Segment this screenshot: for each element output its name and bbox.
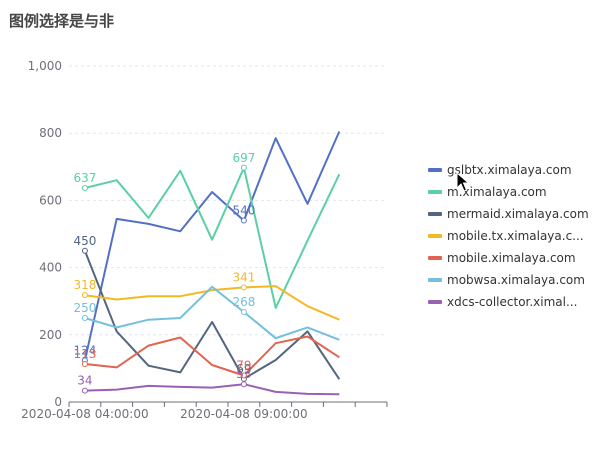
legend-label: gslbtx.ximalaya.com: [447, 163, 572, 177]
data-label: 124: [73, 343, 96, 357]
legend-item-xdcs-collector.ximalaya.com[interactable]: xdcs-collector.ximal...: [428, 295, 577, 309]
legend-swatch: [428, 212, 442, 216]
data-point: [240, 381, 247, 388]
grid-lines: [69, 65, 387, 336]
series-line-gslbtx.ximalaya.com: [83, 131, 341, 361]
legend-label: mermaid.ximalaya.com: [447, 207, 589, 221]
legend-item-mobwsa.ximalaya.com[interactable]: mobwsa.ximalaya.com: [428, 273, 585, 287]
y-tick-label: 800: [39, 126, 62, 140]
data-label: 69: [236, 362, 251, 376]
x-tick-label: 2020-04-08 04:00:00: [21, 407, 148, 421]
data-label: 53: [236, 367, 251, 381]
data-label: 34: [77, 374, 92, 388]
data-point: [81, 184, 88, 191]
series-line-mobile.tx.ximalaya.com: [84, 285, 340, 321]
data-point: [240, 164, 247, 171]
data-point: [81, 315, 88, 321]
data-labels: 124 540 637 697 450 69 318 341 113 79 250 268 34 53: [73, 151, 255, 388]
data-point: [81, 387, 88, 394]
legend-swatch: [428, 190, 442, 194]
data-label: 697: [232, 151, 255, 165]
legend[interactable]: gslbtx.ximalaya.com m.ximalaya.com mermaid…: [428, 163, 589, 309]
legend-label: m.ximalaya.com: [447, 185, 547, 199]
y-tick-label: 600: [39, 193, 62, 207]
y-tick-label: 1,000: [28, 59, 62, 73]
data-point: [81, 247, 88, 254]
x-tick-label: 2020-04-08 09:00:00: [180, 407, 307, 421]
y-axis: 0 200 400 600 800 1,000: [28, 59, 62, 409]
data-label: 318: [73, 278, 96, 292]
data-point: [81, 361, 88, 368]
legend-label: mobile.tx.ximalaya.c...: [447, 229, 584, 243]
data-label: 450: [73, 234, 96, 248]
legend-swatch: [428, 168, 442, 172]
data-label: 637: [73, 171, 96, 185]
legend-swatch: [428, 300, 442, 304]
y-tick-label: 200: [39, 328, 62, 342]
data-point: [240, 284, 247, 291]
legend-swatch: [428, 256, 442, 260]
legend-item-mermaid.ximalaya.com[interactable]: mermaid.ximalaya.com: [428, 207, 589, 221]
x-axis: 2020-04-08 04:00:00 2020-04-08 09:00:00: [21, 401, 388, 421]
data-label: 268: [232, 295, 255, 309]
series-group: [81, 131, 341, 396]
data-label: 341: [232, 270, 255, 284]
legend-item-mobile.ximalaya.com[interactable]: mobile.ximalaya.com: [428, 251, 576, 265]
data-label: 113: [73, 347, 96, 361]
legend-swatch: [428, 278, 442, 282]
y-tick-label: 400: [39, 261, 62, 275]
data-point: [81, 292, 88, 299]
data-point: [240, 308, 247, 315]
legend-label: mobwsa.ximalaya.com: [447, 273, 585, 287]
data-point: [240, 217, 247, 224]
series-line-m.ximalaya.com: [84, 166, 341, 309]
series-line-mobile.ximalaya.com: [84, 335, 340, 377]
legend-item-gslbtx.ximalaya.com[interactable]: gslbtx.ximalaya.com: [428, 163, 572, 177]
mouse-cursor-icon: [456, 172, 470, 192]
legend-item-mobile.tx.ximalaya.com[interactable]: mobile.tx.ximalaya.c...: [428, 229, 584, 243]
data-point: [240, 372, 247, 379]
data-label: 79: [236, 358, 251, 372]
data-label: 250: [73, 301, 96, 315]
series-line-mobwsa.ximalaya.com: [84, 285, 340, 341]
legend-swatch: [428, 234, 442, 238]
legend-item-m.ximalaya.com[interactable]: m.ximalaya.com: [428, 185, 547, 199]
series-line-mermaid.ximalaya.com: [83, 250, 341, 380]
legend-label: mobile.ximalaya.com: [447, 251, 576, 265]
y-tick-label: 0: [54, 395, 62, 409]
legend-label: xdcs-collector.ximal...: [447, 295, 577, 309]
series-line-xdcs-collector.ximalaya.com: [84, 383, 340, 396]
data-label: 540: [232, 204, 255, 218]
chart-title: 图例选择是与非: [9, 12, 115, 30]
